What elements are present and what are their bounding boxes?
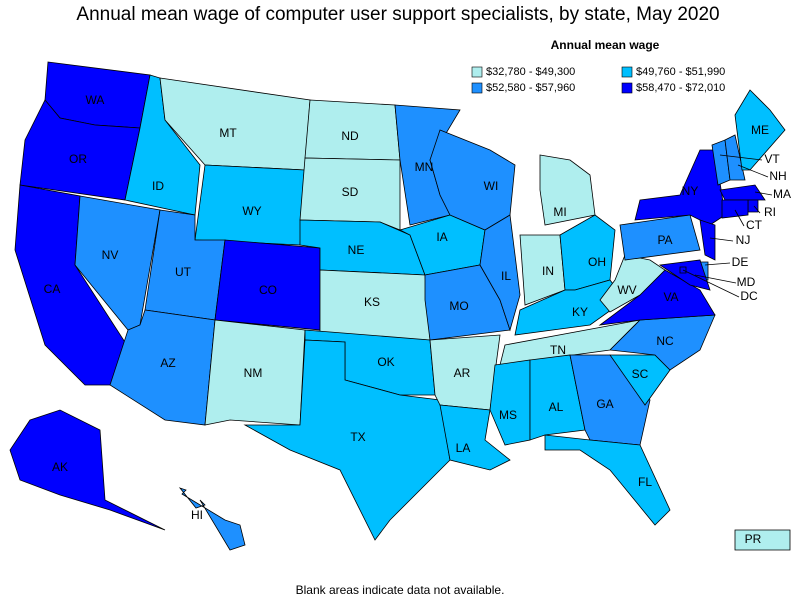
legend-label: $58,470 - $72,010 bbox=[636, 82, 725, 94]
state-label: IA bbox=[436, 230, 447, 244]
state-label: CT bbox=[746, 218, 763, 232]
state-label: WA bbox=[86, 93, 105, 107]
state-label: IN bbox=[542, 264, 554, 278]
state-label: MI bbox=[553, 205, 566, 219]
leader-line bbox=[694, 274, 737, 284]
state bbox=[539, 154, 596, 226]
leader-line bbox=[719, 154, 763, 161]
state-label: CA bbox=[44, 282, 61, 296]
state-label: VA bbox=[663, 290, 678, 304]
state bbox=[724, 134, 746, 181]
state-label: TN bbox=[550, 343, 566, 357]
state-label: ND bbox=[341, 129, 359, 143]
state-label: DE bbox=[732, 255, 749, 269]
state-label: NH bbox=[769, 169, 786, 183]
state-label: MD bbox=[737, 275, 756, 289]
legend-swatch bbox=[471, 82, 483, 94]
state bbox=[747, 199, 759, 213]
legend-label: $32,780 - $49,300 bbox=[486, 66, 575, 78]
state-label: FL bbox=[638, 475, 652, 489]
state-label: AK bbox=[52, 460, 68, 474]
leader-line bbox=[754, 191, 773, 196]
state-label: RI bbox=[764, 205, 776, 219]
state-label: PA bbox=[657, 233, 672, 247]
state-label: OH bbox=[588, 255, 606, 269]
footnote: Blank areas indicate data not available. bbox=[296, 583, 505, 597]
state-label: UT bbox=[175, 265, 192, 279]
state bbox=[9, 409, 166, 531]
leader-line bbox=[682, 269, 740, 298]
state-label: NE bbox=[348, 243, 365, 257]
state bbox=[544, 434, 671, 526]
state-labels: WA OR CA AK NV ID MT WY UT AZ CO NM ND SD NE KS OK TX MN IA… bbox=[44, 93, 791, 546]
state bbox=[529, 354, 586, 441]
state-label: MA bbox=[773, 187, 791, 201]
state-label: NM bbox=[244, 366, 263, 380]
state-label: OK bbox=[377, 355, 394, 369]
leader-line bbox=[737, 164, 769, 178]
legend-title: Annual mean wage bbox=[551, 38, 660, 52]
state-label: GA bbox=[596, 397, 613, 411]
state-label: OR bbox=[69, 152, 87, 166]
state bbox=[719, 184, 766, 201]
state-label: MT bbox=[219, 126, 237, 140]
state bbox=[204, 319, 306, 426]
state-label: KS bbox=[364, 295, 380, 309]
state-label: DC bbox=[740, 289, 758, 303]
state-label: PR bbox=[745, 532, 762, 546]
state-label: NJ bbox=[736, 233, 751, 247]
leader-line bbox=[734, 209, 745, 227]
state-label: AL bbox=[549, 400, 564, 414]
state-label: IL bbox=[501, 269, 511, 283]
state bbox=[479, 214, 521, 332]
leader-line bbox=[704, 262, 731, 266]
state-label: KY bbox=[572, 305, 588, 319]
legend-swatch bbox=[471, 66, 483, 78]
leader-line bbox=[753, 205, 761, 214]
map-title: Annual mean wage of computer user suppor… bbox=[76, 4, 719, 25]
legend-swatch bbox=[621, 82, 633, 94]
state-label: TX bbox=[350, 430, 365, 444]
state-label: MS bbox=[499, 408, 517, 422]
state-label: WI bbox=[484, 179, 499, 193]
state bbox=[734, 89, 786, 171]
state-label: AR bbox=[454, 366, 471, 380]
state bbox=[559, 214, 616, 291]
state-label: HI bbox=[191, 508, 203, 522]
state-label: WY bbox=[242, 204, 261, 218]
states bbox=[9, 61, 791, 551]
state bbox=[721, 199, 749, 219]
state-label: WV bbox=[617, 283, 636, 297]
state bbox=[634, 149, 726, 226]
state bbox=[243, 339, 451, 541]
state bbox=[178, 487, 246, 551]
state-label: SC bbox=[632, 367, 649, 381]
state-label: NC bbox=[656, 334, 674, 348]
state-label: AZ bbox=[160, 356, 175, 370]
legend-swatch bbox=[621, 66, 633, 78]
state-label: CO bbox=[259, 283, 277, 297]
state-label: NY bbox=[682, 184, 699, 198]
state-label: MO bbox=[449, 299, 468, 313]
state bbox=[619, 214, 701, 261]
state bbox=[658, 259, 711, 291]
leader-line bbox=[709, 237, 734, 242]
state bbox=[734, 529, 791, 551]
state-label: SD bbox=[342, 185, 359, 199]
state-label: VT bbox=[764, 152, 780, 166]
state-label: ME bbox=[751, 123, 769, 137]
legend-label: $49,760 - $51,990 bbox=[636, 66, 725, 78]
legend-label: $52,580 - $57,960 bbox=[486, 82, 575, 94]
state bbox=[489, 359, 531, 446]
state bbox=[699, 219, 716, 261]
state-label: NV bbox=[102, 248, 119, 262]
state-label: LA bbox=[456, 441, 471, 455]
state-label: ID bbox=[152, 179, 164, 193]
state-label: MN bbox=[415, 160, 434, 174]
